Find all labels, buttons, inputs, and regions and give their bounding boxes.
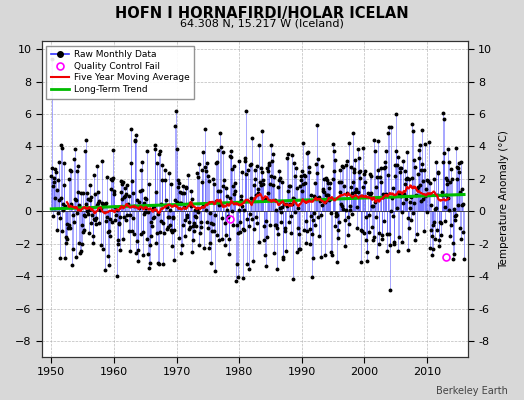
Text: HOFN I HORNAFIRDI/HOLAR ICELAN: HOFN I HORNAFIRDI/HOLAR ICELAN — [115, 6, 409, 21]
Y-axis label: Temperature Anomaly (°C): Temperature Anomaly (°C) — [499, 130, 509, 268]
Text: 64.308 N, 15.217 W (Iceland): 64.308 N, 15.217 W (Iceland) — [180, 18, 344, 28]
Legend: Raw Monthly Data, Quality Control Fail, Five Year Moving Average, Long-Term Tren: Raw Monthly Data, Quality Control Fail, … — [47, 46, 194, 99]
Text: Berkeley Earth: Berkeley Earth — [436, 386, 508, 396]
